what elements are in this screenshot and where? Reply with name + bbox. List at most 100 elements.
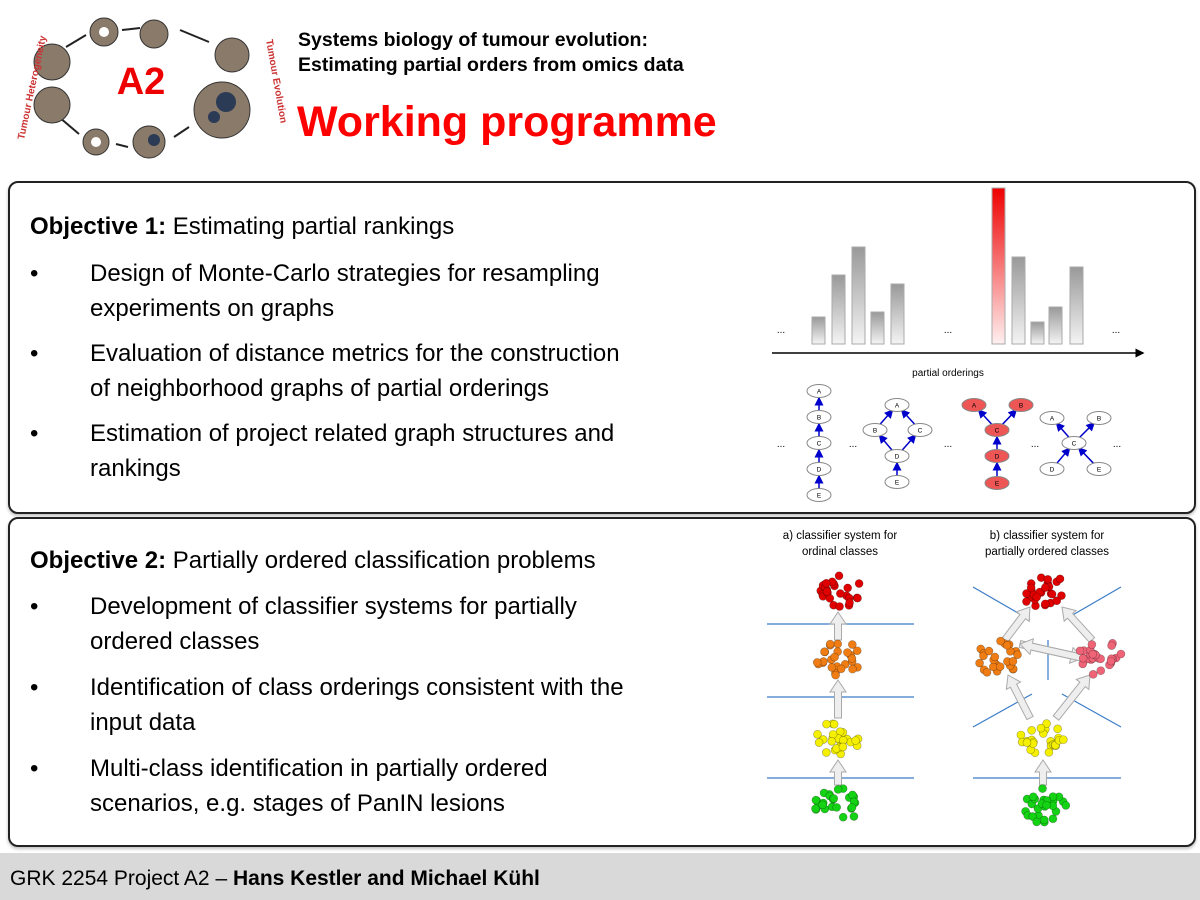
graph-node-label: D	[995, 454, 1000, 461]
class-sample-point	[1087, 640, 1097, 649]
ellipsis: ...	[1112, 325, 1120, 336]
class-sample-point	[811, 795, 821, 805]
class-sample-point	[1041, 583, 1050, 592]
class-sample-point	[849, 812, 859, 821]
graph-edge	[1077, 421, 1096, 440]
class-order-arrow	[1061, 606, 1096, 644]
class-sample-point	[848, 664, 857, 674]
class-sample-point	[835, 602, 844, 611]
figure-b-title-1: b) classifier system for	[990, 530, 1105, 542]
graph-edge	[900, 434, 917, 453]
graph-node	[884, 475, 910, 489]
graph-node-label: B	[817, 415, 821, 422]
class-order-arrow	[829, 611, 847, 641]
class-sample-point	[838, 742, 848, 752]
class-sample-point	[979, 651, 988, 661]
class-sample-point	[843, 583, 852, 593]
graph-edge	[1055, 422, 1071, 439]
class-order-arrow	[1001, 606, 1031, 643]
footer: GRK 2254 Project A2 – Hans Kestler and M…	[0, 853, 1200, 900]
class-sample-point	[847, 654, 857, 663]
class-sample-point	[838, 812, 848, 822]
class-sample-point	[831, 670, 840, 680]
objective2-panel	[8, 517, 1196, 847]
class-sample-point	[1107, 641, 1116, 650]
subtitle-line1: Systems biology of tumour evolution:	[298, 29, 648, 51]
graph-node-label: A	[895, 403, 900, 410]
ellipsis: ...	[1031, 439, 1039, 450]
bar	[1011, 256, 1026, 345]
graph-node-label: D	[1050, 467, 1055, 474]
graph-node	[1008, 398, 1034, 412]
figure-a-title-1: a) classifier system for	[783, 530, 898, 542]
figure-a-title-2: ordinal classes	[802, 546, 878, 558]
graph-node	[806, 462, 832, 476]
graph-node-label: A	[817, 389, 822, 396]
objective1-heading: Objective 1: Estimating partial rankings	[30, 213, 454, 241]
class-sample-point	[990, 652, 1000, 662]
class-sample-point	[1078, 653, 1088, 663]
graph-node	[1061, 436, 1087, 450]
graph-node-label: A	[1050, 416, 1055, 423]
bar	[811, 316, 826, 345]
class-sample-point	[811, 804, 820, 813]
class-order-arrow	[1052, 674, 1091, 721]
graph-node-label: D	[895, 454, 900, 461]
graph-node-label: E	[817, 493, 822, 500]
class-sample-point	[996, 636, 1005, 646]
class-sample-point	[1088, 670, 1098, 679]
ellipsis: ...	[944, 325, 952, 336]
graph-node-label: E	[895, 480, 900, 487]
class-sample-point	[1053, 724, 1062, 734]
bar	[1069, 266, 1084, 345]
class-sample-point	[814, 738, 824, 747]
class-sample-point	[1061, 801, 1071, 810]
class-sample-point	[1022, 738, 1032, 747]
graph-node	[1086, 462, 1112, 476]
bar	[1030, 321, 1045, 345]
graph-edge	[977, 409, 994, 427]
graph-node-label: B	[873, 428, 877, 435]
graph-edge	[878, 409, 894, 426]
class-sample-point	[975, 658, 984, 668]
class-sample-point	[1048, 814, 1058, 824]
class-sample-point	[1026, 583, 1036, 593]
class-sample-point	[1106, 656, 1116, 666]
class-sample-point	[822, 587, 832, 596]
class-sample-point	[845, 598, 854, 608]
graph-node	[862, 423, 888, 437]
class-sample-point	[1002, 641, 1012, 650]
class-sample-point	[1096, 666, 1106, 676]
class-sample-point	[1041, 599, 1050, 609]
class-sample-point	[1013, 650, 1022, 660]
class-sample-point	[1047, 589, 1057, 599]
class-sample-point	[851, 736, 860, 745]
class-sample-point	[818, 800, 827, 810]
footer-authors: Hans Kestler and Michael Kühl	[232, 867, 540, 890]
objective2-heading: Objective 2: Partially ordered classific…	[30, 547, 596, 575]
class-sample-point	[827, 663, 837, 672]
axis-label: partial orderings	[912, 368, 984, 379]
graph-node-label: C	[995, 428, 1000, 435]
graph-edge	[900, 409, 917, 427]
graph-node	[884, 449, 910, 463]
graph-node	[806, 436, 832, 450]
class-sample-point	[830, 652, 839, 662]
graph-node-label: C	[817, 441, 822, 448]
objective2-label: Objective 2:	[30, 547, 167, 574]
class-sample-point	[1008, 656, 1018, 666]
graph-edge	[1055, 447, 1071, 465]
graph-node	[806, 384, 832, 398]
class-sample-point	[852, 646, 862, 656]
class-order-arrow	[1034, 759, 1052, 786]
graph-edge	[1000, 408, 1018, 427]
class-sample-point	[813, 729, 822, 739]
class-order-arrow	[829, 759, 847, 786]
graph-node-label: D	[817, 467, 822, 474]
class-sample-point	[1042, 719, 1051, 728]
class-sample-point	[1044, 748, 1054, 757]
class-sample-point	[1036, 723, 1046, 733]
objective2-text: Partially ordered classification problem…	[166, 547, 596, 574]
class-sample-point	[820, 647, 829, 657]
bar	[851, 246, 866, 345]
